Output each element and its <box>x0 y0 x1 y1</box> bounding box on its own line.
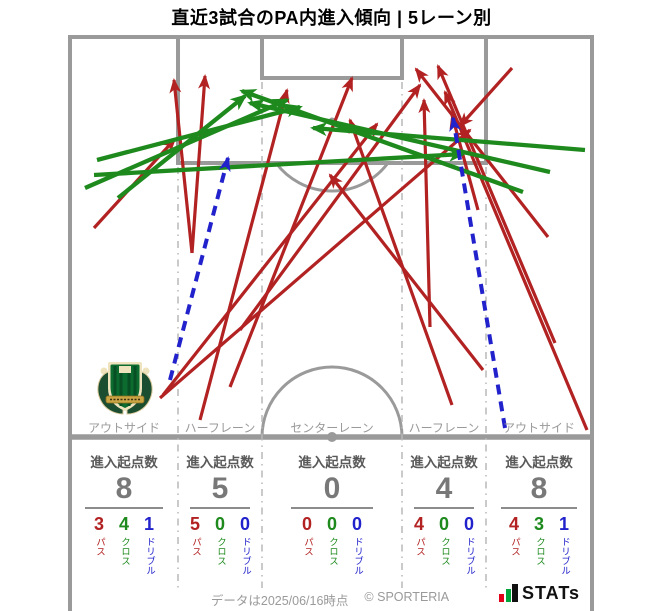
pass-count: 0 <box>301 514 312 534</box>
page-title: 直近3試合のPA内進入傾向 | 5レーン別 <box>171 8 492 28</box>
cross-count: 0 <box>438 514 449 534</box>
dribble-count: 1 <box>143 514 154 534</box>
cross-label: クロス <box>438 537 450 566</box>
pass-arrow <box>328 173 485 371</box>
pass-label: パス <box>189 537 201 556</box>
entries-value: 4 <box>435 472 453 505</box>
entries-label: 進入起点数 <box>410 455 478 470</box>
pass-arrow <box>458 66 514 128</box>
lane-label-outside-right: アウトサイド <box>502 421 576 435</box>
bar-chart-icon <box>499 584 518 602</box>
breakdown: 0 パス 0 クロス 0 ドリブル <box>262 515 402 575</box>
cross-label: クロス <box>214 537 226 566</box>
penalty-arc <box>274 162 390 193</box>
cross-label: クロス <box>118 537 130 566</box>
club-crest-logo <box>97 362 153 415</box>
dribble-label: ドリブル <box>558 537 570 575</box>
cross-arrow <box>116 94 248 200</box>
dribble-count: 0 <box>351 514 362 534</box>
center-circle <box>260 365 404 438</box>
pass-label: パス <box>93 537 105 556</box>
pass-arrow <box>169 78 194 254</box>
cross-arrow <box>93 147 466 178</box>
entries-label: 進入起点数 <box>505 455 573 470</box>
cross-label: クロス <box>326 537 338 566</box>
lane-stats-outside-left: 進入起点数 8 3 パス 4 クロス 1 ドリブル <box>70 443 178 593</box>
entries-value: 8 <box>115 472 133 505</box>
pass-arrow <box>198 88 290 421</box>
divider-rule <box>291 507 373 509</box>
pass-arrow <box>414 67 550 238</box>
dribble-label: ドリブル <box>239 537 251 575</box>
entries-label: 進入起点数 <box>298 455 366 470</box>
lane-label-half-right: ハーフレーン <box>408 421 480 435</box>
dribble-count: 0 <box>239 514 250 534</box>
lane-label-center: センターレーン <box>290 421 374 435</box>
lane-stats-outside-right: 進入起点数 8 4 パス 3 クロス 1 ドリブル <box>486 443 592 593</box>
cross-arrow <box>239 88 524 195</box>
dribble-label: ドリブル <box>351 537 363 575</box>
entries-value: 8 <box>530 472 548 505</box>
copyright: © SPORTERIA <box>364 590 450 604</box>
entries-label: 進入起点数 <box>186 455 254 470</box>
dribble-label: ドリブル <box>143 537 155 575</box>
stats-logo-text: STATs <box>522 582 580 603</box>
breakdown: 4 パス 0 クロス 0 ドリブル <box>402 515 486 575</box>
divider-rule <box>189 507 251 509</box>
pass-arrow <box>418 98 432 328</box>
lane-stats-half-left: 進入起点数 5 5 パス 0 クロス 0 ドリブル <box>178 443 262 593</box>
pass-arrow <box>238 83 422 331</box>
cross-arrow <box>96 103 303 163</box>
cross-label: クロス <box>533 537 545 566</box>
cross-count: 4 <box>118 514 129 534</box>
divider-rule <box>413 507 475 509</box>
cross-arrow <box>310 122 586 153</box>
pass-arrow <box>158 128 472 400</box>
pass-count: 5 <box>189 514 200 534</box>
divider-rule <box>85 507 163 509</box>
cross-arrow <box>247 99 551 175</box>
goal-area-box <box>260 37 404 80</box>
breakdown: 5 パス 0 クロス 0 ドリブル <box>178 515 262 575</box>
center-spot <box>327 432 337 442</box>
pass-count: 4 <box>413 514 424 534</box>
lane-label-outside-left: アウトサイド <box>87 421 161 435</box>
entries-value: 5 <box>211 472 229 505</box>
footer: データは2025/06/16時点 © SPORTERIA <box>211 590 449 609</box>
pass-arrow <box>443 90 589 431</box>
cross-count: 0 <box>214 514 225 534</box>
stats-logo: STATs <box>499 584 580 602</box>
dribble-count: 1 <box>558 514 569 534</box>
pass-arrow <box>190 74 211 254</box>
dribble-count: 0 <box>463 514 474 534</box>
cross-count: 3 <box>533 514 544 534</box>
pass-arrow <box>348 118 454 406</box>
breakdown: 4 パス 3 クロス 1 ドリブル <box>486 515 592 575</box>
dribble-arrow <box>449 116 507 429</box>
pass-label: パス <box>301 537 313 556</box>
pass-label: パス <box>508 537 520 556</box>
dribble-arrow <box>168 156 231 381</box>
pass-arrow <box>161 122 379 396</box>
pass-label: パス <box>413 537 425 556</box>
crest-castle <box>119 366 131 373</box>
pass-count: 4 <box>508 514 519 534</box>
pass-count: 3 <box>93 514 104 534</box>
breakdown: 3 パス 4 クロス 1 ドリブル <box>70 515 178 575</box>
entry-arrows <box>84 64 589 431</box>
lane-stats-half-right: 進入起点数 4 4 パス 0 クロス 0 ドリブル <box>402 443 486 593</box>
lane-stats-center: 進入起点数 0 0 パス 0 クロス 0 ドリブル <box>262 443 402 593</box>
pass-arrow <box>436 64 557 344</box>
dribble-label: ドリブル <box>463 537 475 575</box>
entries-value: 0 <box>323 472 341 505</box>
lane-label-half-left: ハーフレーン <box>184 421 256 435</box>
divider-rule <box>500 507 578 509</box>
cross-count: 0 <box>326 514 337 534</box>
data-note: データは2025/06/16時点 <box>210 594 349 608</box>
entries-label: 進入起点数 <box>90 455 158 470</box>
